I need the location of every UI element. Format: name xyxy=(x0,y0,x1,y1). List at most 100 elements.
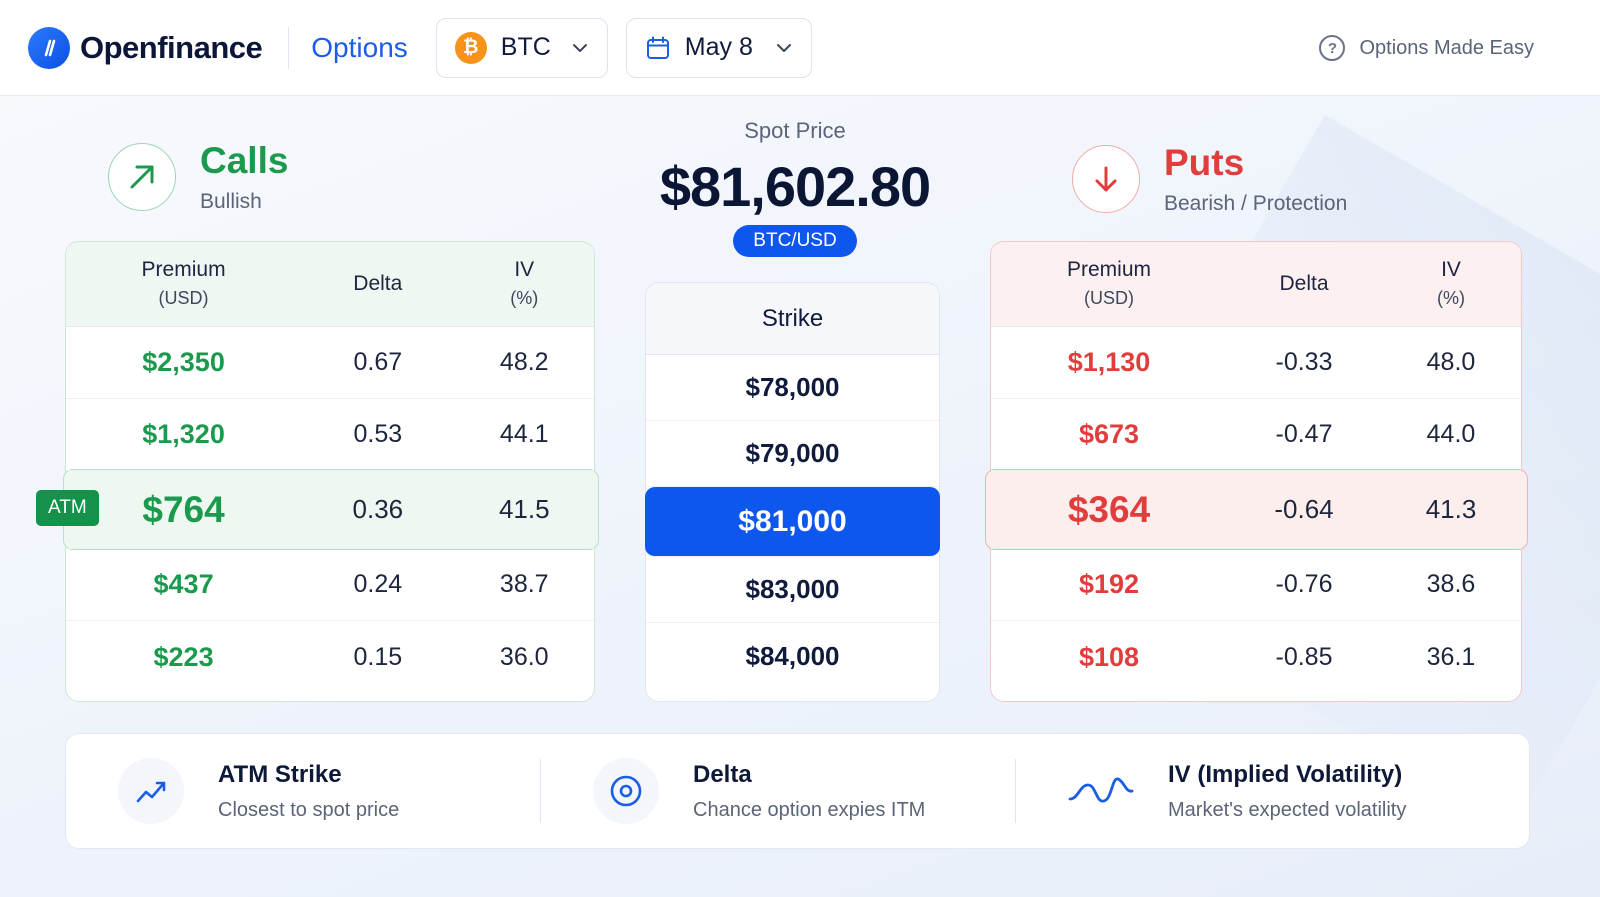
glossary-panel: ATM Strike Closest to spot price Delta C… xyxy=(65,733,1530,849)
puts-table: Premium (USD) Delta IV (%) $1,130 -0.33 … xyxy=(985,241,1528,702)
call-iv: 44.1 xyxy=(499,420,549,448)
column-header-iv: IV (%) xyxy=(1437,258,1465,308)
call-premium: $437 xyxy=(153,569,214,599)
table-row-atm[interactable]: $364 -0.64 41.3 xyxy=(985,469,1528,550)
arrow-down-icon xyxy=(1072,145,1140,213)
put-premium: $673 xyxy=(1078,419,1140,449)
calls-table-header: Premium (USD) Delta IV (%) xyxy=(66,242,594,327)
put-delta: -0.47 xyxy=(1275,420,1333,448)
column-header-delta: Delta xyxy=(1279,272,1329,295)
glossary-title: Delta xyxy=(693,760,752,788)
glossary-description: Closest to spot price xyxy=(218,798,400,821)
call-delta: 0.67 xyxy=(353,348,403,376)
call-iv: 48.2 xyxy=(499,348,549,376)
put-delta: -0.76 xyxy=(1275,570,1333,598)
calls-table: Premium (USD) Delta IV (%) $2,350 0.67 4… xyxy=(36,241,599,702)
table-row-atm[interactable]: ATM $764 0.36 41.5 xyxy=(36,469,599,550)
currency-pair-badge: BTC/USD xyxy=(733,225,857,257)
spot-price-block: Spot Price $81,602.80 BTC/USD xyxy=(630,118,960,257)
expiry-date-label: May 8 xyxy=(684,33,753,61)
atm-badge: ATM xyxy=(36,490,99,526)
call-delta: 0.15 xyxy=(353,642,403,671)
strike-table: Strike $78,000 $79,000 $81,000 $83,000 $… xyxy=(645,282,940,702)
strike-row-selected[interactable]: $81,000 xyxy=(645,487,940,557)
put-premium: $364 xyxy=(1067,488,1151,530)
table-row[interactable]: $223 0.15 36.0 xyxy=(66,621,594,693)
glossary-title: ATM Strike xyxy=(218,760,342,788)
strike-row[interactable]: $79,000 xyxy=(646,421,939,487)
spot-price-label: Spot Price xyxy=(744,118,846,143)
table-row[interactable]: $673 -0.47 44.0 xyxy=(991,399,1521,471)
call-premium: $223 xyxy=(153,641,214,672)
table-row[interactable]: $192 -0.76 38.6 xyxy=(991,549,1521,621)
table-row[interactable]: $2,350 0.67 48.2 xyxy=(66,327,594,399)
puts-table-header: Premium (USD) Delta IV (%) xyxy=(991,242,1521,327)
put-iv: 41.3 xyxy=(1425,494,1477,524)
glossary-divider xyxy=(540,759,541,823)
bitcoin-icon: ₿ xyxy=(454,31,487,64)
brand-name: Openfinance xyxy=(80,29,263,65)
asset-selector-label: BTC xyxy=(500,33,551,61)
glossary-description: Chance option expies ITM xyxy=(693,798,926,821)
column-header-strike: Strike xyxy=(646,283,939,355)
column-header-delta: Delta xyxy=(353,272,403,295)
puts-subtitle: Bearish / Protection xyxy=(1164,192,1348,215)
put-iv: 44.0 xyxy=(1426,420,1476,448)
openfinance-logo-icon xyxy=(28,26,70,69)
call-iv: 38.7 xyxy=(499,570,549,598)
call-iv: 41.5 xyxy=(498,494,550,524)
table-row[interactable]: $108 -0.85 36.1 xyxy=(991,621,1521,693)
put-delta: -0.64 xyxy=(1274,494,1334,524)
glossary-item-delta: Delta Chance option expies ITM xyxy=(541,758,1015,824)
put-premium: $108 xyxy=(1078,641,1140,672)
calls-heading: Calls Bullish xyxy=(108,140,288,214)
puts-heading: Puts Bearish / Protection xyxy=(1072,142,1347,216)
put-premium: $192 xyxy=(1078,569,1140,599)
wave-icon xyxy=(1068,758,1134,824)
puts-title: Puts xyxy=(1164,142,1245,183)
call-iv: 36.0 xyxy=(499,642,549,671)
question-circle-icon: ? xyxy=(1319,35,1346,61)
spot-price-value: $81,602.80 xyxy=(659,155,931,218)
chevron-down-icon xyxy=(572,43,587,52)
chevron-down-icon xyxy=(776,43,791,52)
brand[interactable]: Openfinance xyxy=(28,26,263,69)
expiry-date-selector[interactable]: May 8 xyxy=(625,17,812,78)
call-delta: 0.24 xyxy=(353,570,403,598)
target-icon xyxy=(593,758,659,824)
put-iv: 48.0 xyxy=(1426,348,1476,376)
asset-selector[interactable]: ₿ BTC xyxy=(435,17,608,78)
strike-row[interactable]: $84,000 xyxy=(745,640,840,671)
calls-subtitle: Bullish xyxy=(200,190,262,213)
top-bar: Openfinance Options ₿ BTC May 8 ? Option… xyxy=(0,0,1600,96)
glossary-divider xyxy=(1015,759,1016,823)
trend-up-icon xyxy=(118,758,184,824)
column-header-premium: Premium (USD) xyxy=(1066,258,1151,308)
glossary-title: IV (Implied Volatility) xyxy=(1168,760,1403,788)
call-premium: $764 xyxy=(142,488,225,530)
help-link[interactable]: ? Options Made Easy xyxy=(1319,0,1534,96)
strike-row[interactable]: $78,000 xyxy=(646,355,939,421)
call-premium: $2,350 xyxy=(142,347,225,377)
arrow-up-right-icon xyxy=(108,143,176,211)
column-header-iv: IV (%) xyxy=(510,258,539,308)
put-iv: 38.6 xyxy=(1426,570,1476,598)
call-delta: 0.36 xyxy=(352,494,404,524)
call-delta: 0.53 xyxy=(353,420,403,448)
calls-title: Calls xyxy=(200,140,289,181)
glossary-description: Market's expected volatility xyxy=(1168,798,1407,821)
table-row[interactable]: $1,130 -0.33 48.0 xyxy=(991,327,1521,399)
table-row[interactable]: $437 0.24 38.7 xyxy=(66,549,594,621)
glossary-item-iv: IV (Implied Volatility) Market's expecte… xyxy=(1016,758,1490,824)
put-iv: 36.1 xyxy=(1426,642,1476,671)
help-text: Options Made Easy xyxy=(1359,36,1534,59)
glossary-item-atm-strike: ATM Strike Closest to spot price xyxy=(66,758,540,824)
header-divider xyxy=(288,26,290,69)
put-premium: $1,130 xyxy=(1067,347,1151,377)
nav-options-link[interactable]: Options xyxy=(311,31,408,63)
put-delta: -0.85 xyxy=(1275,642,1333,671)
column-header-premium: Premium (USD) xyxy=(141,258,226,308)
strike-row[interactable]: $83,000 xyxy=(646,557,939,623)
table-row[interactable]: $1,320 0.53 44.1 xyxy=(66,399,594,471)
calendar-icon xyxy=(646,36,669,59)
